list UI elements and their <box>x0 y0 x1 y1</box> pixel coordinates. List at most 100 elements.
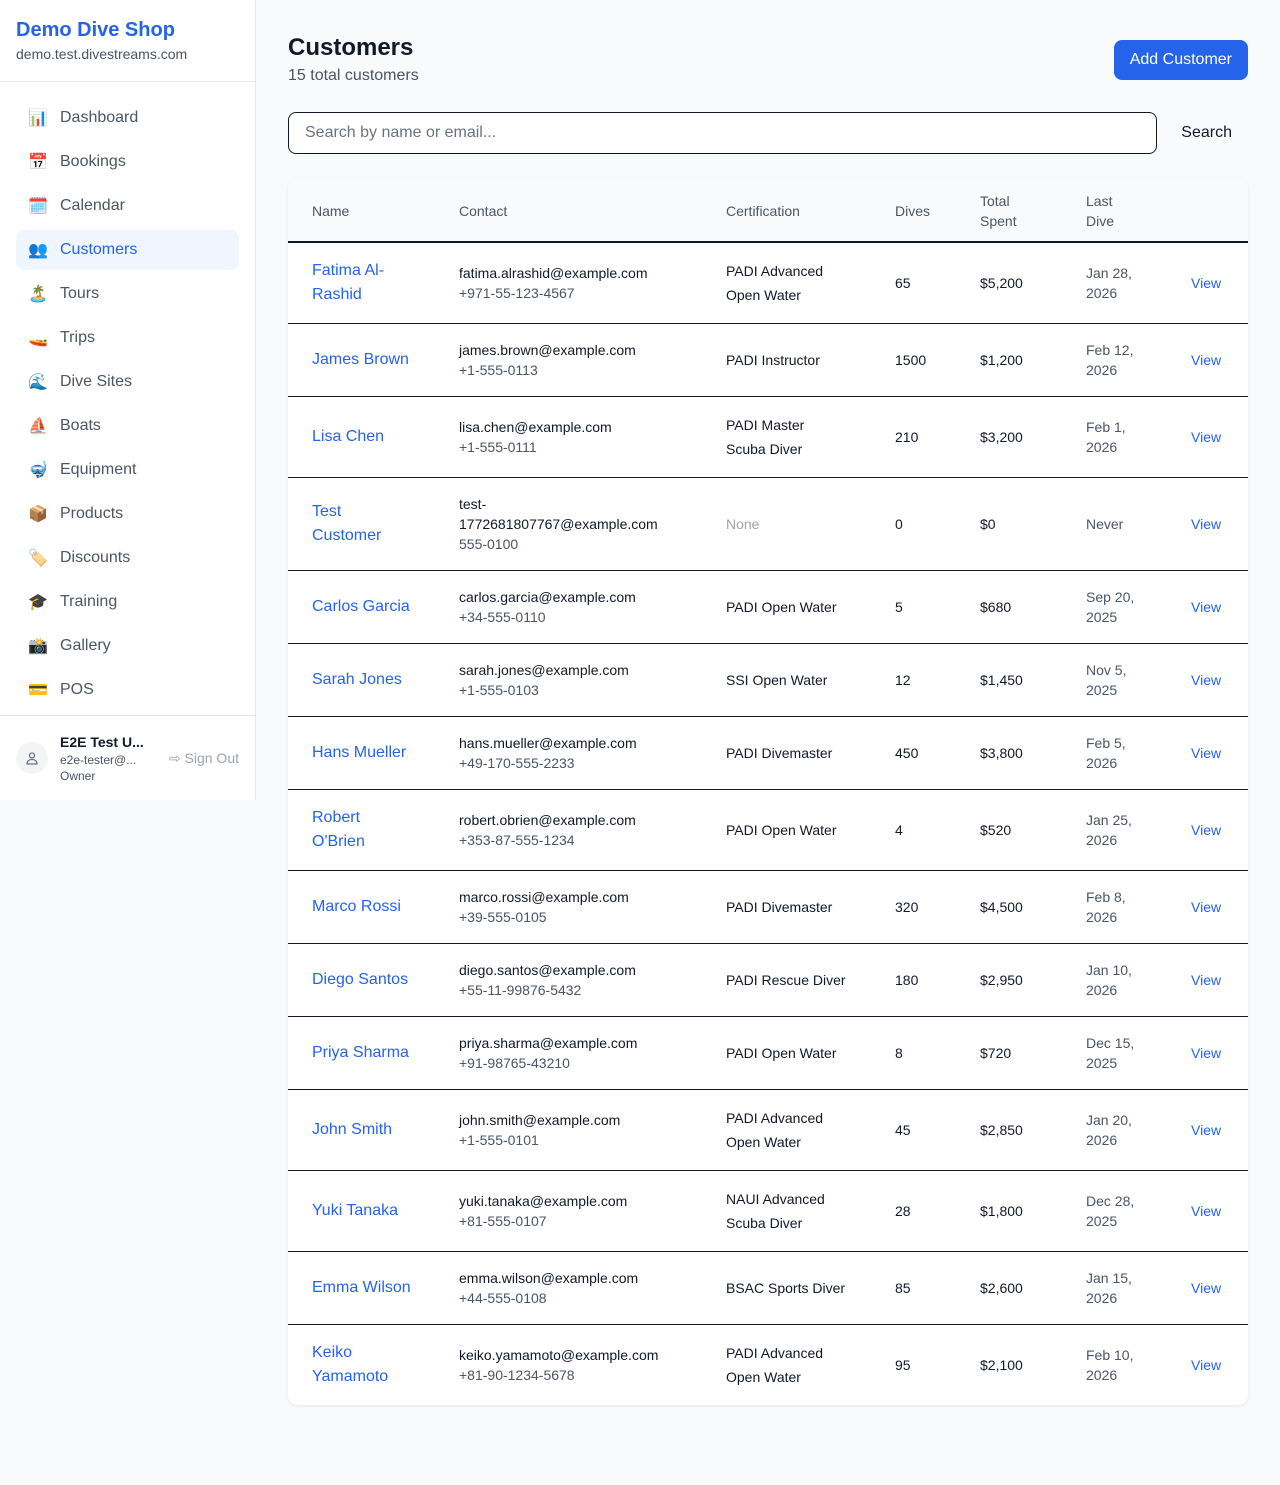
total-spent-cell: $0 <box>956 477 1062 571</box>
sidebar-item-boats[interactable]: ⛵ Boats <box>16 406 239 446</box>
customer-name-link[interactable]: Diego Santos <box>312 971 409 988</box>
customer-name-link[interactable]: Keiko Yamamoto <box>312 1344 389 1385</box>
customer-email: john.smith@example.com <box>459 1112 621 1128</box>
customers-table: Name Contact Certification Dives Total Spent… <box>288 178 1248 1405</box>
customer-dives: 28 <box>895 1203 911 1219</box>
sidebar-item-trips[interactable]: 🚤 Trips <box>16 318 239 358</box>
customer-name-link[interactable]: James Brown <box>312 351 409 368</box>
customer-name-link[interactable]: Fatima Al-Rashid <box>312 262 385 303</box>
customer-dives: 85 <box>895 1280 911 1296</box>
customer-name-link[interactable]: Emma Wilson <box>312 1279 411 1296</box>
view-customer-link[interactable]: View <box>1191 516 1222 532</box>
view-customer-link[interactable]: View <box>1191 899 1222 915</box>
table-row: Keiko Yamamoto keiko.yamamoto@example.com… <box>288 1325 1248 1406</box>
view-customer-link[interactable]: View <box>1191 1203 1222 1219</box>
customer-name-link[interactable]: Test Customer <box>312 503 382 544</box>
dives-cell: 210 <box>871 396 956 478</box>
customer-name-link[interactable]: Marco Rossi <box>312 898 401 915</box>
island-icon: 🏝️ <box>28 286 48 303</box>
dives-cell: 95 <box>871 1325 956 1406</box>
customer-name-link[interactable]: Hans Mueller <box>312 744 407 761</box>
name-cell: Test Customer <box>288 477 435 571</box>
view-customer-link[interactable]: View <box>1191 672 1222 688</box>
sidebar-item-equipment[interactable]: 🤿 Equipment <box>16 450 239 490</box>
customer-total-spent: $520 <box>980 822 1012 838</box>
customer-phone: +1-555-0113 <box>459 362 538 378</box>
view-customer-link[interactable]: View <box>1191 429 1222 445</box>
customer-certification: SSI Open Water <box>726 672 828 688</box>
sidebar-item-gallery[interactable]: 📸 Gallery <box>16 626 239 666</box>
customer-name-link[interactable]: Priya Sharma <box>312 1044 409 1061</box>
customer-name-link[interactable]: Lisa Chen <box>312 428 385 445</box>
view-customer-link[interactable]: View <box>1191 822 1222 838</box>
sidebar-item-label: Tours <box>60 285 100 302</box>
view-customer-link[interactable]: View <box>1191 1280 1222 1296</box>
certification-cell: PADI Divemaster <box>702 716 871 790</box>
customer-name-link[interactable]: John Smith <box>312 1121 393 1138</box>
sidebar-item-training[interactable]: 🎓 Training <box>16 582 239 622</box>
sidebar-item-dashboard[interactable]: 📊 Dashboard <box>16 98 239 138</box>
column-header-actions <box>1167 178 1248 243</box>
certification-cell: PADI Instructor <box>702 323 871 397</box>
customer-dives: 1500 <box>895 352 927 368</box>
sidebar-item-discounts[interactable]: 🏷️ Discounts <box>16 538 239 578</box>
customer-name-link[interactable]: Robert O'Brien <box>312 809 365 850</box>
actions-cell: View <box>1167 643 1248 717</box>
contact-cell: carlos.garcia@example.com +34-555-0110 <box>435 570 702 644</box>
last-dive-cell: Dec 28, 2025 <box>1062 1170 1167 1252</box>
last-dive-cell: Feb 12, 2026 <box>1062 323 1167 397</box>
customer-phone: +1-555-0111 <box>459 439 537 455</box>
total-spent-cell: $2,600 <box>956 1251 1062 1325</box>
view-customer-link[interactable]: View <box>1191 275 1222 291</box>
customer-email: diego.santos@example.com <box>459 962 636 978</box>
name-cell: Emma Wilson <box>288 1251 435 1325</box>
column-header-dives: Dives <box>871 178 956 243</box>
customer-name-link[interactable]: Yuki Tanaka <box>312 1202 398 1219</box>
view-customer-link[interactable]: View <box>1191 972 1222 988</box>
customer-last-dive: Dec 28, 2025 <box>1086 1193 1135 1229</box>
actions-cell: View <box>1167 323 1248 397</box>
actions-cell: View <box>1167 1089 1248 1171</box>
sailboat-icon: ⛵ <box>28 418 48 435</box>
customer-total-spent: $1,200 <box>980 352 1023 368</box>
table-row: Sarah Jones sarah.jones@example.com +1-555… <box>288 643 1248 717</box>
customers-table-card: Name Contact Certification Dives Total Spent… <box>288 178 1248 1405</box>
customer-phone: +353-87-555-1234 <box>459 832 575 848</box>
brand-name[interactable]: Demo Dive Shop <box>16 19 175 41</box>
sidebar-item-customers[interactable]: 👥 Customers <box>16 230 239 270</box>
customer-last-dive: Jan 15, 2026 <box>1086 1270 1132 1306</box>
graduation-cap-icon: 🎓 <box>28 594 48 611</box>
search-button[interactable]: Search <box>1157 112 1248 154</box>
sidebar-item-bookings[interactable]: 📅 Bookings <box>16 142 239 182</box>
view-customer-link[interactable]: View <box>1191 745 1222 761</box>
sidebar-item-dive-sites[interactable]: 🌊 Dive Sites <box>16 362 239 402</box>
certification-cell: BSAC Sports Diver <box>702 1251 871 1325</box>
view-customer-link[interactable]: View <box>1191 1045 1222 1061</box>
view-customer-link[interactable]: View <box>1191 1122 1222 1138</box>
name-cell: James Brown <box>288 323 435 397</box>
add-customer-button[interactable]: Add Customer <box>1113 40 1248 80</box>
customer-last-dive: Feb 10, 2026 <box>1086 1347 1134 1383</box>
sidebar-item-products[interactable]: 📦 Products <box>16 494 239 534</box>
people-icon: 👥 <box>28 242 48 259</box>
customer-email: emma.wilson@example.com <box>459 1270 639 1286</box>
sign-out-button[interactable]: ⇨ Sign Out <box>169 750 239 767</box>
sidebar-item-tours[interactable]: 🏝️ Tours <box>16 274 239 314</box>
search-input[interactable] <box>288 112 1158 154</box>
view-customer-link[interactable]: View <box>1191 1357 1222 1373</box>
sidebar-item-calendar[interactable]: 🗓️ Calendar <box>16 186 239 226</box>
sidebar-item-pos[interactable]: 💳 POS <box>16 670 239 710</box>
customer-total-spent: $4,500 <box>980 899 1023 915</box>
view-customer-link[interactable]: View <box>1191 599 1222 615</box>
last-dive-cell: Dec 15, 2025 <box>1062 1016 1167 1090</box>
actions-cell: View <box>1167 570 1248 644</box>
view-customer-link[interactable]: View <box>1191 352 1222 368</box>
boat-icon: 🚤 <box>28 330 48 347</box>
column-header-last-dive: Last Dive <box>1062 178 1167 243</box>
customer-name-link[interactable]: Carlos Garcia <box>312 598 410 615</box>
customer-name-link[interactable]: Sarah Jones <box>312 671 402 688</box>
customer-email: keiko.yamamoto@example.com <box>459 1347 659 1363</box>
customer-last-dive: Jan 20, 2026 <box>1086 1112 1132 1148</box>
diving-mask-icon: 🤿 <box>28 462 48 479</box>
customer-dives: 65 <box>895 275 911 291</box>
